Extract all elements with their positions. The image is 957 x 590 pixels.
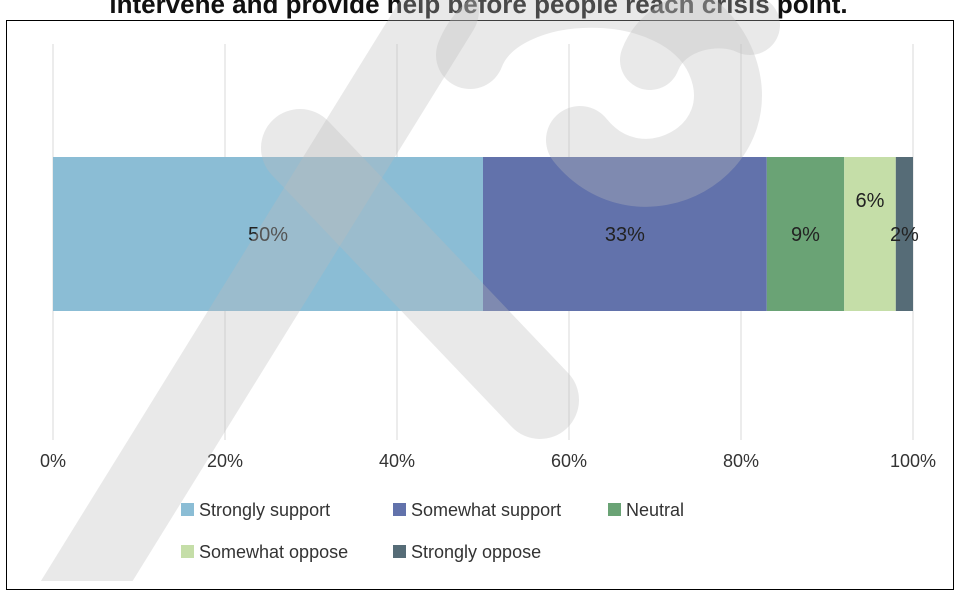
- x-tick-label: 0%: [40, 451, 66, 471]
- x-tick-label: 40%: [379, 451, 415, 471]
- data-label-strongly-oppose: 2%: [890, 224, 919, 246]
- legend-swatch-strongly-oppose: [393, 545, 406, 558]
- legend-swatch-somewhat-support: [393, 503, 406, 516]
- data-label-neutral: 9%: [791, 224, 820, 246]
- data-label-strongly-support: 50%: [248, 224, 288, 246]
- bar-segment-strongly-support: [53, 157, 483, 311]
- x-tick-label: 80%: [723, 451, 759, 471]
- x-tick-label: 100%: [890, 451, 936, 471]
- bar-segment-somewhat-support: [483, 157, 767, 311]
- data-label-somewhat-oppose: 6%: [856, 190, 885, 212]
- chart-title: intervene and provide help before people…: [109, 0, 848, 19]
- x-tick-label: 20%: [207, 451, 243, 471]
- legend-swatch-somewhat-oppose: [181, 545, 194, 558]
- data-label-somewhat-support: 33%: [605, 224, 645, 246]
- legend-label-neutral: Neutral: [626, 500, 684, 520]
- legend-swatch-strongly-support: [181, 503, 194, 516]
- bar-segment-strongly-oppose: [895, 157, 913, 311]
- legend-label-somewhat-oppose: Somewhat oppose: [199, 542, 348, 562]
- legend-swatch-neutral: [608, 503, 621, 516]
- legend-label-strongly-oppose: Strongly oppose: [411, 542, 541, 562]
- legend-label-strongly-support: Strongly support: [199, 500, 330, 520]
- x-tick-label: 60%: [551, 451, 587, 471]
- legend-label-somewhat-support: Somewhat support: [411, 500, 561, 520]
- bar-segment-somewhat-oppose: [844, 157, 896, 311]
- bar-segment-neutral: [766, 157, 845, 311]
